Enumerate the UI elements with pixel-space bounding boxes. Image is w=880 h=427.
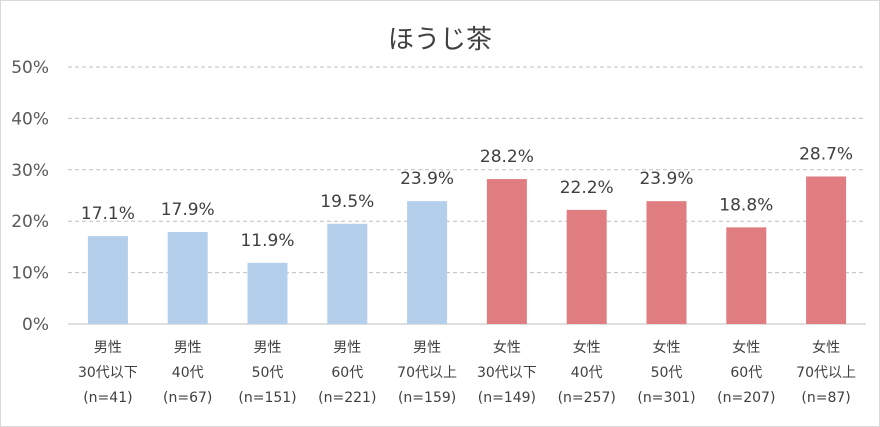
data-label: 23.9% xyxy=(400,169,454,189)
y-tick-label: 10% xyxy=(11,264,49,284)
data-label: 17.1% xyxy=(81,204,135,224)
y-axis-tick-labels: 0% 10% 20% 30% 40% 50% xyxy=(11,58,49,335)
x-tick-label: 50代 xyxy=(651,365,683,381)
y-tick-label: 30% xyxy=(11,161,49,181)
bar xyxy=(327,223,368,324)
data-label: 28.7% xyxy=(799,144,853,164)
x-tick-label: (n=149) xyxy=(478,390,536,406)
x-tick-label: (n=301) xyxy=(637,390,695,406)
x-tick-label: 男性 xyxy=(413,340,441,356)
x-tick-label: (n=87) xyxy=(801,390,850,406)
data-label: 22.2% xyxy=(560,178,614,198)
bar xyxy=(486,179,527,324)
x-tick-label: 50代 xyxy=(252,365,284,381)
chart-title: ほうじ茶 xyxy=(388,25,492,55)
x-tick-label: 女性 xyxy=(812,339,840,356)
bar xyxy=(87,236,128,324)
y-tick-label: 20% xyxy=(11,212,49,232)
x-tick-label: 男性 xyxy=(254,340,282,356)
x-tick-label: 女性 xyxy=(653,339,681,356)
x-tick-label: (n=207) xyxy=(717,390,775,406)
bar xyxy=(726,227,767,324)
bar xyxy=(566,209,607,324)
x-tick-label: (n=159) xyxy=(398,390,456,406)
x-tick-label: 40代 xyxy=(172,365,204,381)
data-label: 18.8% xyxy=(719,195,773,215)
x-tick-label: 60代 xyxy=(331,365,363,381)
x-tick-label: (n=151) xyxy=(238,390,296,406)
x-tick-label: (n=67) xyxy=(163,390,212,406)
bars xyxy=(87,176,847,324)
x-tick-label: 30代以下 xyxy=(477,365,537,381)
x-tick-label: 40代 xyxy=(571,365,603,381)
data-label: 11.9% xyxy=(240,231,294,251)
data-label: 17.9% xyxy=(161,200,215,220)
data-label: 28.2% xyxy=(480,147,534,167)
x-tick-label: 70代以上 xyxy=(397,365,457,381)
bar xyxy=(247,262,288,324)
x-tick-label: 男性 xyxy=(174,340,202,356)
y-tick-label: 0% xyxy=(22,315,49,335)
x-tick-label: 30代以下 xyxy=(78,365,138,381)
data-label: 19.5% xyxy=(320,192,374,212)
x-tick-label: (n=221) xyxy=(318,390,376,406)
x-tick-label: (n=257) xyxy=(558,390,616,406)
bar xyxy=(407,201,448,324)
x-tick-label: (n=41) xyxy=(83,390,132,406)
x-axis-category-labels: 男性 30代以下 (n=41) 男性 40代 (n=67) 男性 50代 (n=151) 男性 60… xyxy=(78,339,856,406)
x-tick-label: 60代 xyxy=(730,365,762,381)
bar xyxy=(167,231,208,324)
x-tick-label: 70代以上 xyxy=(796,365,856,381)
x-tick-label: 女性 xyxy=(493,339,521,356)
x-tick-label: 男性 xyxy=(94,340,122,356)
bar xyxy=(646,201,687,324)
x-tick-label: 男性 xyxy=(333,340,361,356)
bar xyxy=(806,176,847,324)
x-tick-label: 女性 xyxy=(573,339,601,356)
y-tick-label: 40% xyxy=(11,109,49,129)
x-tick-label: 女性 xyxy=(732,339,760,356)
data-label: 23.9% xyxy=(639,169,693,189)
y-tick-label: 50% xyxy=(11,58,49,78)
data-labels: 17.1% 17.9% 11.9% 19.5% 23.9% 28.2% 22.2% 23.9%… xyxy=(81,144,853,250)
